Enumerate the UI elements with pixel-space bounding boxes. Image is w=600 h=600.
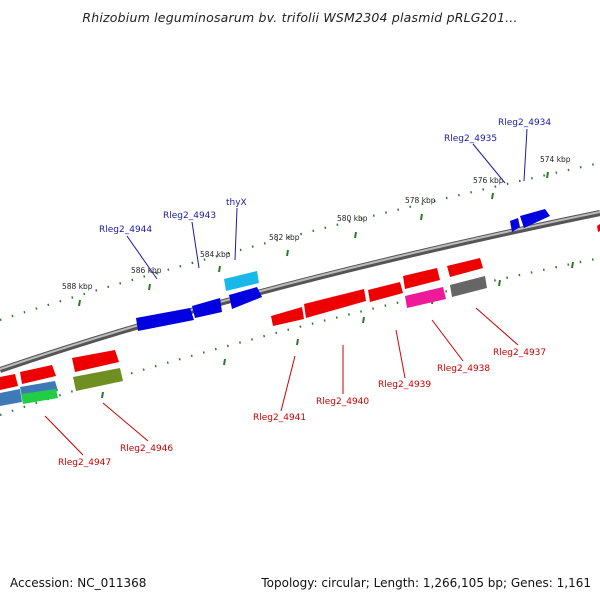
inner-major-ticks (101, 261, 574, 399)
kbp-label: 582 kbp (269, 233, 300, 242)
outer-leader-lines (126, 128, 528, 280)
gene-block (510, 218, 520, 232)
gene-label: Rleg2_4938 (437, 364, 490, 374)
gene-block (0, 389, 22, 406)
gene-block (450, 276, 487, 297)
inner-tick-ring (0, 256, 600, 417)
kbp-label: 588 kbp (62, 282, 93, 291)
gene-block (136, 308, 194, 331)
gene-block (597, 224, 600, 232)
gene-label: Rleg2_4940 (316, 397, 369, 407)
summary-text: Topology: circular; Length: 1,266,105 bp… (261, 576, 591, 590)
outer-major-ticks (78, 171, 549, 307)
gene-label: Rleg2_4944 (99, 225, 152, 235)
gene-block (192, 298, 222, 318)
gene-block (447, 258, 483, 277)
gene-label: Rleg2_4947 (58, 458, 111, 468)
gene-block (224, 271, 259, 291)
inner-strand-genes (0, 224, 600, 406)
gene-block (405, 287, 446, 308)
kbp-label: 574 kbp (540, 155, 571, 164)
gene-label: Rleg2_4935 (444, 134, 497, 144)
kbp-label: 580 kbp (337, 214, 368, 223)
genome-backbone (0, 210, 600, 373)
gene-label: Rleg2_4946 (120, 444, 173, 454)
gene-block (72, 350, 119, 372)
accession-text: Accession: NC_011368 (10, 576, 147, 590)
kbp-label: 584 kbp (200, 250, 231, 259)
map-title: Rhizobium leguminosarum bv. trifolii WSM… (82, 10, 518, 25)
kbp-label: 578 kbp (405, 196, 436, 205)
gene-label: Rleg2_4943 (163, 211, 216, 221)
gene-label: Rleg2_4941 (253, 413, 306, 423)
inner-gene-labels: Rleg2_4937 Rleg2_4938 Rleg2_4939 Rleg2_4… (58, 348, 546, 468)
gene-block (304, 289, 366, 318)
gene-block (0, 374, 18, 390)
gene-label: Rleg2_4937 (493, 348, 546, 358)
gene-block (21, 389, 58, 404)
gene-label: thyX (226, 198, 247, 208)
inner-leader-lines (44, 307, 519, 456)
gene-label: Rleg2_4939 (378, 380, 431, 390)
gene-block (20, 365, 56, 384)
gene-label: Rleg2_4934 (498, 118, 551, 128)
gene-block (73, 368, 123, 391)
gene-block (368, 282, 403, 302)
gene-block (403, 268, 440, 289)
gene-block (229, 287, 262, 309)
kbp-label: 586 kbp (131, 266, 162, 275)
outer-gene-labels: Rleg2_4934 Rleg2_4935 thyX Rleg2_4943 Rl… (99, 118, 551, 235)
gene-block (271, 307, 304, 326)
outer-tick-ring (0, 161, 600, 322)
kbp-label: 576 kbp (473, 176, 504, 185)
gene-block (520, 209, 550, 228)
genome-backbone-highlight (0, 211, 600, 370)
outer-strand-genes (136, 209, 550, 331)
kbp-labels: 574 kbp 576 kbp 578 kbp 580 kbp 582 kbp … (62, 155, 571, 291)
